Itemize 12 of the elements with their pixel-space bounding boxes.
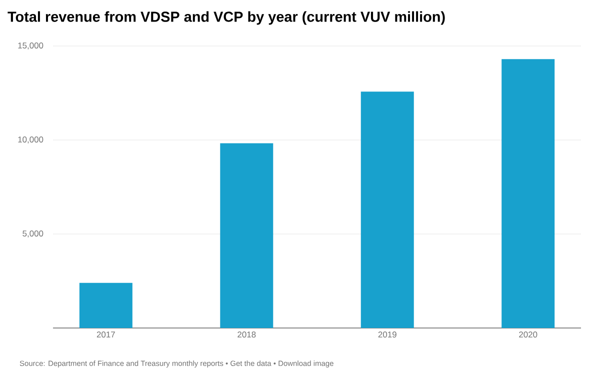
bar [79, 282, 132, 328]
x-tick-label: 2019 [378, 332, 396, 338]
y-tick-label: 15,000 [18, 42, 44, 50]
x-tick-label: 2018 [238, 332, 256, 338]
x-tick-label: 2017 [96, 332, 115, 338]
y-tick-label: 5,000 [22, 230, 44, 238]
chart-title: Total revenue from VDSP and VCP by year (current VUV million) [8, 11, 445, 25]
x-tick-label: 2020 [519, 332, 538, 338]
bar [220, 143, 274, 328]
bar [360, 92, 414, 328]
y-tick-label: 10,000 [18, 136, 44, 144]
bar [502, 59, 555, 328]
